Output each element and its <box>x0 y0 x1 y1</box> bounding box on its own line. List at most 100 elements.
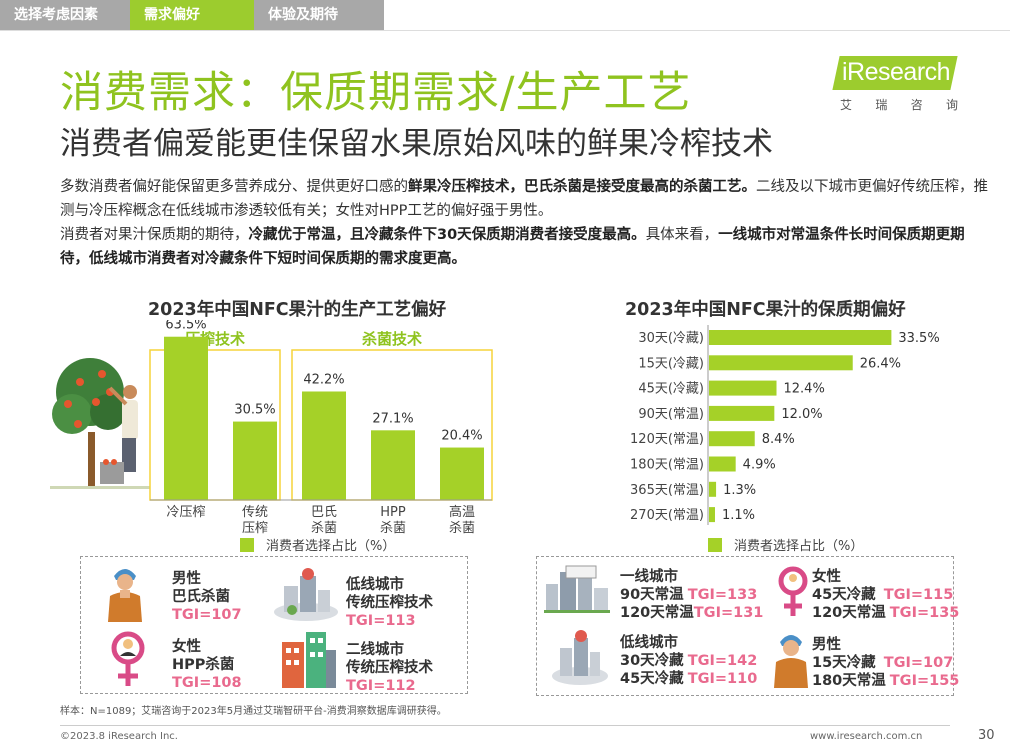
text-run: 具体来看， <box>645 227 719 243</box>
tgi-label: HPP杀菌 <box>172 657 235 673</box>
bar <box>709 330 892 345</box>
iresearch-logo: iResearch 艾 瑞 咨 询 <box>832 52 958 114</box>
footer-divider <box>60 725 950 726</box>
male-figure-icon <box>774 635 808 688</box>
bar <box>709 405 775 421</box>
logo-char: 咨 <box>910 98 923 112</box>
copyright: ©2023.8 iResearch Inc. <box>60 731 178 742</box>
data-label: 1.1% <box>722 508 755 523</box>
tgi-value: TGI=115 <box>883 587 954 603</box>
bar <box>709 380 777 396</box>
category-label: 传统 <box>242 505 268 520</box>
tgi-label: 二线城市 <box>346 642 404 658</box>
page-subtitle: 消费者偏爱能更佳保留水果原始风味的鲜果冷榨技术 <box>60 126 773 162</box>
tgi-row: 120天常温 TGI=135 <box>812 604 959 622</box>
shelf-life-chart-legend: 消费者选择占比（%） <box>708 535 863 554</box>
logo-subtitle: 艾 瑞 咨 询 <box>840 96 958 113</box>
bar <box>371 430 415 500</box>
summary-paragraph-2: 消费者对果汁保质期的期待，冷藏优于常温，且冷藏条件下30天保质期消费者接受度最高… <box>60 223 990 271</box>
tgi-row: 180天常温 TGI=155 <box>812 672 959 690</box>
category-label: 30天(冷藏) <box>638 331 704 346</box>
city-buildings-icon <box>282 632 336 688</box>
bar <box>709 355 853 371</box>
tgi-label: 45天冷藏 <box>620 671 684 687</box>
tab-experience-expectation[interactable]: 体验及期待 <box>254 0 384 31</box>
website-link[interactable]: www.iresearch.com.cn <box>810 731 923 742</box>
bar <box>709 431 755 447</box>
tgi-first-tier-city: 一线城市 90天常温 TGI=133 120天常温TGI=131 <box>620 568 763 622</box>
sample-footnote: 样本：N=1089；艾瑞咨询于2023年5月通过艾瑞智研平台-消费洞察数据库调研… <box>60 706 447 717</box>
tgi-lowtier-traditional: 低线城市 传统压榨技术 TGI=113 <box>346 576 433 630</box>
tgi-label: 120天常温 <box>620 605 694 621</box>
category-label: 压榨 <box>242 520 268 535</box>
category-label: 杀菌 <box>311 521 337 535</box>
legend-swatch <box>708 537 722 552</box>
logo-char: 艾 <box>840 98 853 112</box>
tgi-head: 低线城市 <box>620 635 678 651</box>
category-label: 90天(常温) <box>638 407 704 422</box>
tgi-value: TGI=110 <box>687 671 758 687</box>
tgi-low-tier-city: 低线城市 30天冷藏 TGI=142 45天冷藏 TGI=110 <box>620 634 757 688</box>
text-run: 二线及以下城市更偏好传统压榨，推测与冷压榨概念在低线城市渗透较低有关；女性对HP… <box>60 179 988 219</box>
tgi-value: TGI=133 <box>687 587 758 603</box>
data-label: 63.5% <box>165 320 206 333</box>
process-preference-chart: 压榨技术63.5%冷压榨30.5%传统压榨杀菌技术42.2%巴氏杀菌27.1%H… <box>149 320 493 535</box>
tgi-row: 15天冷藏 TGI=107 <box>812 654 959 672</box>
bar <box>709 456 736 472</box>
category-label: 杀菌 <box>380 521 406 535</box>
data-label: 12.4% <box>784 382 825 397</box>
process-chart-title: 2023年中国NFC果汁的生产工艺偏好 <box>148 300 447 320</box>
logo-char: 询 <box>945 98 958 112</box>
tgi-value: TGI=112 <box>346 678 416 694</box>
process-tgi-panel <box>80 556 468 694</box>
legend-swatch <box>240 537 254 552</box>
data-label: 42.2% <box>303 372 344 387</box>
bar <box>302 391 346 500</box>
data-label: 30.5% <box>234 403 275 418</box>
category-label: 巴氏 <box>311 505 337 520</box>
female-symbol-icon <box>778 566 808 616</box>
category-label: 15天(冷藏) <box>638 356 704 371</box>
bold-run: 冷藏优于常温，且冷藏条件下30天保质期消费者接受度最高。 <box>248 227 646 243</box>
tab-divider <box>0 30 1010 31</box>
logo-char: 瑞 <box>875 98 888 112</box>
process-chart-legend: 消费者选择占比（%） <box>240 535 395 554</box>
fruit-picking-illustration <box>50 358 150 489</box>
category-label: 冷压榨 <box>166 504 205 520</box>
category-label: HPP <box>380 505 406 520</box>
tgi-value: TGI=142 <box>687 653 758 669</box>
tgi-row: 45天冷藏 TGI=115 <box>812 586 959 604</box>
shelf-life-tgi-panel <box>536 556 954 696</box>
tgi-label: 女性 <box>172 639 201 655</box>
tgi-label: 低线城市 <box>346 577 404 593</box>
tgi-label: 90天常温 <box>620 587 684 603</box>
tgi-female-hpp: 女性 HPP杀菌 TGI=108 <box>172 638 242 692</box>
bar <box>709 481 717 497</box>
bold-run: 鲜果冷压榨技术，巴氏杀菌是接受度最高的杀菌工艺。 <box>408 179 756 195</box>
tgi-value: TGI=107 <box>883 655 954 671</box>
legend-label: 消费者选择占比（%） <box>734 539 864 554</box>
tgi-label: 传统压榨技术 <box>346 660 433 676</box>
category-label: 365天(常温) <box>630 483 704 498</box>
tab-demand-preference[interactable]: 需求偏好 <box>130 0 254 31</box>
first-tier-city-icon <box>544 565 610 613</box>
shelf-life-preference-chart: 30天(冷藏) 33.5% 15天(冷藏) 26.4% 45天(冷藏) 12.4% 90天(… <box>630 325 940 525</box>
bold-run: 一线城市对常温条件长时间保质期更期待，低线城市消费者对冷藏条件下短时间保质期的需… <box>60 227 965 267</box>
category-label: 120天(常温) <box>630 432 704 447</box>
tgi-second-tier-traditional: 二线城市 传统压榨技术 TGI=112 <box>346 641 433 695</box>
tgi-head: 男性 <box>812 637 841 653</box>
tgi-value: TGI=131 <box>693 605 764 621</box>
tgi-value: TGI=107 <box>172 607 242 623</box>
section-tabs: 选择考虑因素 需求偏好 体验及期待 <box>0 0 384 31</box>
data-label: 33.5% <box>898 331 939 346</box>
tgi-label: 男性 <box>172 571 201 587</box>
tgi-label: 120天常温 <box>812 605 886 621</box>
data-label: 20.4% <box>441 429 482 444</box>
tab-selection-factors[interactable]: 选择考虑因素 <box>0 0 130 31</box>
tgi-value: TGI=155 <box>889 673 960 689</box>
category-label: 杀菌 <box>449 521 475 535</box>
tgi-label: 15天冷藏 <box>812 655 876 671</box>
text-run: 消费者对果汁保质期的期待， <box>60 227 249 243</box>
tgi-label: 巴氏杀菌 <box>172 589 230 605</box>
legend-label: 消费者选择占比（%） <box>266 539 396 554</box>
